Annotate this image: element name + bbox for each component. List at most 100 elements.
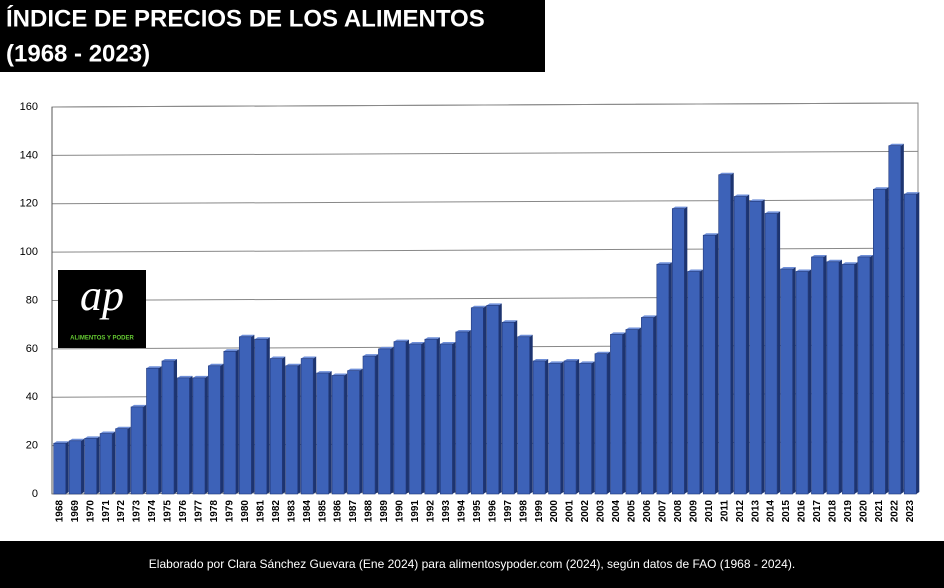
bar-side [545, 358, 549, 494]
footer: Elaborado por Clara Sánchez Guevara (Ene… [149, 557, 795, 571]
x-tick-label: 1998 [518, 500, 529, 523]
bar [99, 433, 113, 495]
x-tick-label: 1973 [132, 500, 143, 523]
chart-title: ÍNDICE DE PRECIOS DE LOS ALIMENTOS [6, 4, 485, 32]
x-tick-label: 1979 [224, 500, 235, 523]
bar-side [885, 187, 889, 495]
x-tick-label: 1985 [317, 500, 328, 523]
bar-top [502, 320, 518, 323]
bar-top [177, 375, 193, 378]
bar-side [235, 349, 239, 494]
bar [84, 438, 97, 495]
bar [687, 271, 701, 495]
bar [780, 268, 793, 495]
bar-side [452, 342, 456, 494]
bar [873, 188, 886, 495]
bar [610, 334, 623, 495]
x-tick-label: 1977 [194, 500, 205, 523]
x-tick-label: 2016 [797, 500, 808, 523]
x-tick-label: 2010 [704, 500, 715, 523]
bar [888, 145, 902, 495]
bar [733, 196, 747, 495]
bar-top [223, 349, 239, 352]
x-tick-label: 1995 [472, 500, 483, 523]
bar-side [282, 356, 286, 494]
bar-top [53, 441, 69, 444]
bar [68, 440, 82, 495]
x-tick-label: 1988 [364, 500, 375, 523]
bar-top [115, 426, 131, 429]
bar-side [143, 404, 147, 494]
x-tick-label: 2020 [859, 500, 870, 523]
bar [718, 174, 732, 495]
x-tick-label: 2017 [812, 500, 823, 523]
bar-top [795, 269, 812, 272]
bar [594, 353, 608, 495]
bar-top [703, 233, 719, 236]
x-tick-label: 1994 [456, 500, 467, 523]
bar-side [560, 361, 564, 494]
x-tick-label: 1997 [503, 500, 514, 523]
bar [548, 363, 561, 495]
bar-side [607, 351, 611, 494]
bar [347, 370, 360, 495]
y-tick-label: 20 [26, 440, 38, 452]
x-tick-label: 1972 [116, 500, 127, 523]
bar-side [699, 269, 703, 494]
bar [115, 428, 128, 495]
bar-top [734, 194, 750, 197]
bar-side [359, 368, 363, 494]
x-tick-label: 2006 [642, 500, 653, 523]
x-tick-label: 2005 [627, 500, 638, 523]
bar [857, 256, 871, 495]
chart-subtitle: (1968 - 2023) [6, 40, 150, 67]
bar-top [440, 342, 456, 345]
bar [409, 343, 422, 495]
bar-side [591, 361, 595, 494]
x-tick-label: 2022 [889, 500, 900, 523]
bar-side [498, 303, 502, 494]
bar [53, 442, 67, 495]
bar-side [112, 431, 116, 494]
bar-side [467, 329, 471, 494]
bar-top [594, 351, 611, 354]
x-tick-label: 2021 [874, 500, 885, 523]
x-tick-label: 1999 [534, 500, 545, 523]
bar-side [421, 342, 425, 494]
bar [269, 358, 283, 495]
bar-top [826, 259, 842, 262]
y-tick-label: 80 [26, 294, 38, 306]
bar-top [100, 431, 116, 434]
bar-top [579, 361, 595, 364]
bar [532, 360, 546, 495]
x-tick-label: 1992 [426, 500, 437, 523]
x-tick-label: 1971 [101, 500, 112, 523]
plot-area: 0 20 40 60 80 100 120 140 160 1968 1969 1970 1971 197… [20, 101, 920, 522]
bar-top [548, 361, 564, 364]
bar [238, 336, 252, 495]
bar-side [65, 441, 69, 494]
bar-side [684, 206, 688, 494]
x-tick-label: 2019 [843, 500, 854, 523]
bar-top [780, 267, 796, 270]
bar-top [146, 366, 162, 369]
bar-top [610, 332, 626, 335]
bar [223, 350, 237, 495]
bar [424, 338, 438, 495]
x-tick-label: 1984 [302, 500, 313, 523]
bar-top [533, 358, 549, 361]
bar-side [158, 366, 162, 494]
bar [254, 338, 268, 495]
bar-top [301, 356, 317, 359]
bar-side [576, 358, 580, 494]
x-tick-label: 2015 [781, 500, 792, 523]
bar [641, 317, 654, 495]
x-tick-label: 1981 [255, 500, 266, 523]
bar-top [471, 305, 487, 308]
bar-side [220, 363, 224, 494]
bar-side [514, 320, 518, 494]
bar-top [625, 327, 641, 330]
bar-side [916, 192, 920, 494]
bar-top [672, 206, 688, 209]
bar-side [297, 363, 301, 494]
